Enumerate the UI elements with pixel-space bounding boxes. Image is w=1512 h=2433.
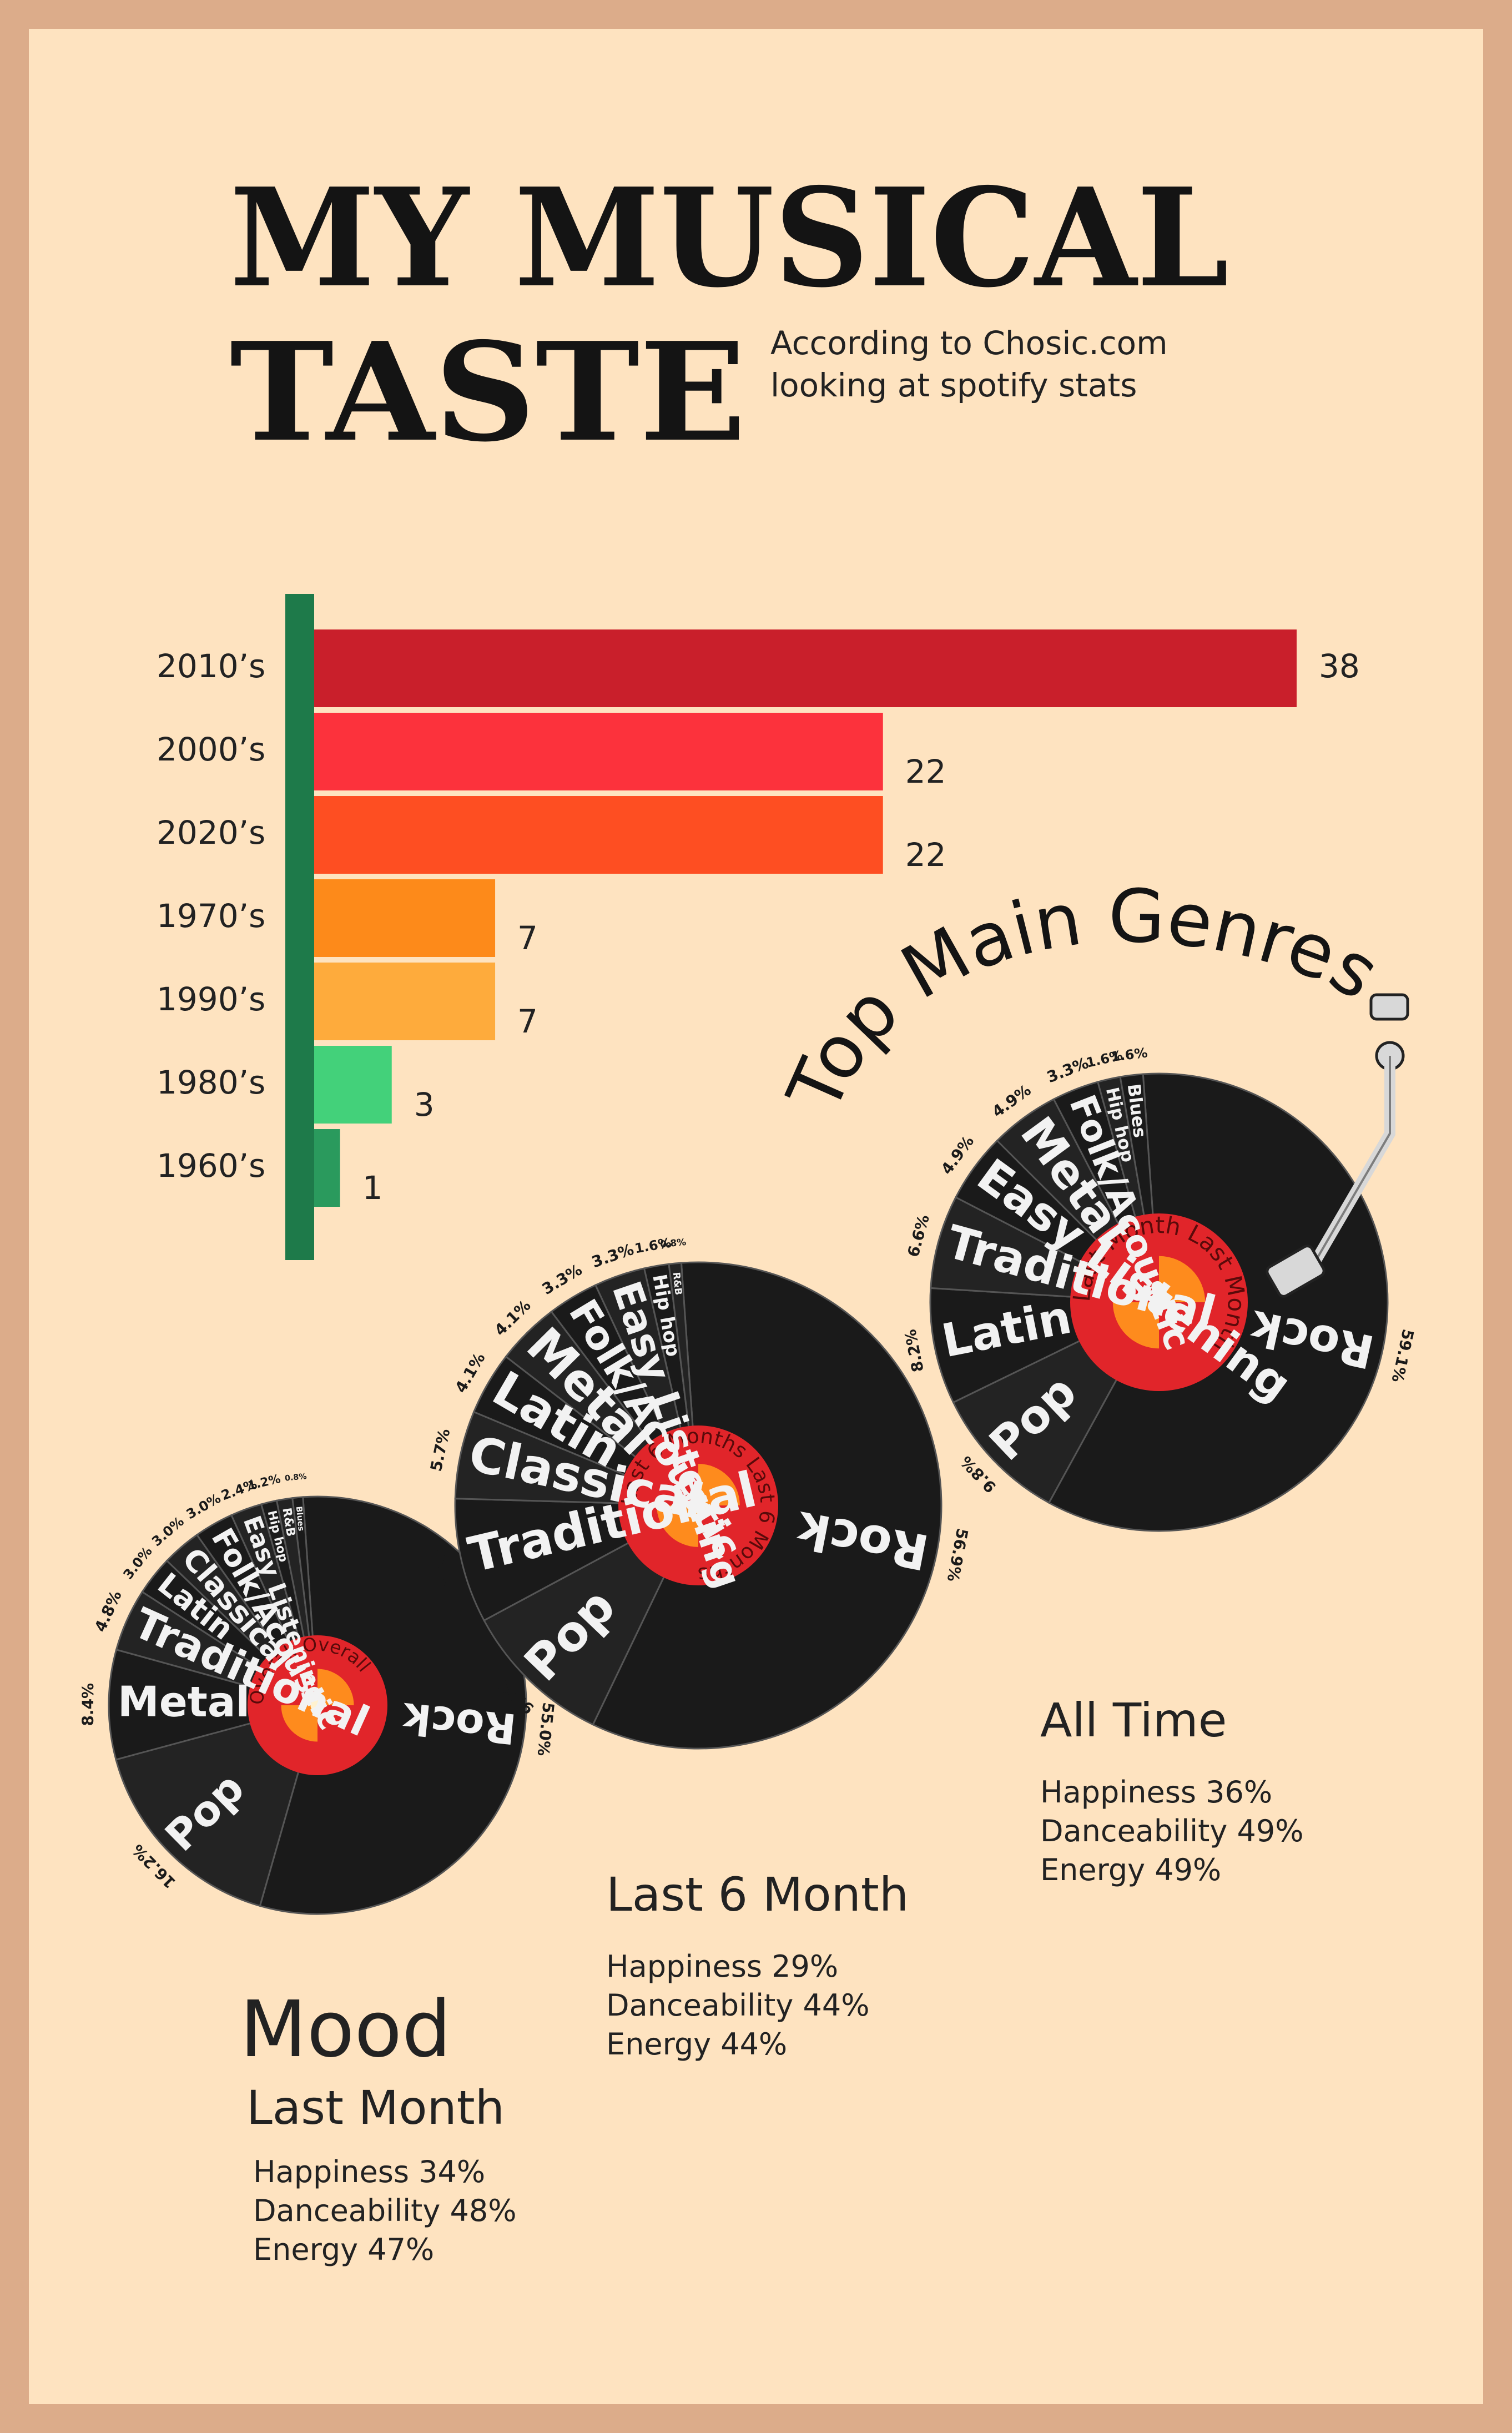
record-spindle <box>1150 1293 1168 1311</box>
bar-0 <box>314 629 1297 707</box>
mood-last-6-energy: Energy 44% <box>606 2027 788 2062</box>
pie-percent-label: 0.8% <box>659 1236 687 1250</box>
bar-category-label: 1970’s <box>157 897 265 935</box>
record-label-segment <box>657 1505 698 1547</box>
poster: MY MUSICAL TASTE According to Chosic.com… <box>29 29 1483 2404</box>
title-line-2: TASTE <box>230 313 746 472</box>
bar-6 <box>314 1129 340 1207</box>
mood-last-month-happiness: Happiness 34% <box>253 2154 486 2189</box>
mood-last-month-heading: Last Month <box>246 2081 505 2135</box>
mood-all-time: All Time Happiness 36% Danceability 49% … <box>1040 1690 1304 1890</box>
bar-category-label: 1980’s <box>157 1064 265 1101</box>
mood-last-6-happiness: Happiness 29% <box>606 1949 839 1984</box>
vinyl-chart-1: Last 6 Months Last 6 Months Rock 56.9%Pop9… <box>427 1235 972 1750</box>
subtitle-line-2: looking at spotify stats <box>770 366 1137 404</box>
subtitle: According to Chosic.com looking at spoti… <box>770 322 1270 406</box>
subtitle-line-1: According to Chosic.com <box>770 324 1168 362</box>
pie-percent-label: 3.3% <box>539 1261 586 1298</box>
pie-percent-label: 1.2% <box>246 1472 282 1493</box>
bar-value-label: 7 <box>517 919 538 957</box>
bar-category-label: 2020’s <box>157 814 265 852</box>
record-label-segment <box>1159 1256 1206 1302</box>
pie-slice-label: Rock <box>400 1693 518 1754</box>
record-label-segment <box>698 1464 740 1505</box>
pie-slice-label: R&B <box>671 1272 684 1296</box>
mood-all-time-happiness: Happiness 36% <box>1040 1775 1273 1810</box>
bar-5 <box>314 1046 392 1124</box>
pie-percent-label: 4.1% <box>451 1349 489 1396</box>
pie-percent-label: 59.1% <box>1388 1327 1418 1384</box>
bar-value-label: 22 <box>905 753 946 790</box>
mood-all-time-heading: All Time <box>1040 1693 1227 1747</box>
vinyl-chart-2: Last Month Last Month Rock 59.1%Pop9.8%Lat… <box>901 1045 1418 1532</box>
pie-percent-label: 3.0% <box>184 1490 224 1522</box>
pie-percent-label: 1.6% <box>1110 1045 1148 1065</box>
page-title: MY MUSICAL TASTE <box>230 158 1229 472</box>
mood-last-month-danceability: Danceability 48% <box>253 2193 517 2228</box>
bar-category-label: 1960’s <box>157 1147 265 1185</box>
bar-value-label: 3 <box>414 1086 435 1124</box>
bar-category-label: 2010’s <box>157 647 265 685</box>
bar-value-label: 38 <box>1319 647 1360 685</box>
pie-slice-label: Metal <box>118 1677 250 1726</box>
record-spindle <box>690 1497 707 1514</box>
bar-4 <box>314 963 496 1040</box>
record-spindle <box>310 1698 325 1712</box>
pie-slice <box>259 1495 527 1915</box>
mood-last-6-months: Last 6 Month Happiness 29% Danceability … <box>606 1864 909 2064</box>
bar-category-label: 2000’s <box>157 731 265 768</box>
pie-percent-label: 8.4% <box>79 1683 97 1726</box>
pie-percent-label: 5.7% <box>427 1427 454 1473</box>
pie-slice-label: Blues <box>294 1506 305 1532</box>
bar-value-label: 22 <box>905 836 946 874</box>
pie-percent-label: 55.0% <box>534 1701 558 1757</box>
pie-percent-label: 8.2% <box>901 1328 927 1374</box>
pie-percent-label: 3.3% <box>589 1240 636 1271</box>
pie-percent-label: 6.6% <box>904 1213 933 1260</box>
bar-category-label: 1990’s <box>157 980 265 1018</box>
pie-slice <box>115 1704 319 1907</box>
bar-value-label: 7 <box>517 1003 538 1040</box>
pie-percent-label: 3.0% <box>120 1544 155 1583</box>
record-label-segment <box>317 1669 354 1705</box>
pie-slice <box>108 1648 321 1761</box>
bar-value-label: 1 <box>362 1169 383 1207</box>
title-line-1: MY MUSICAL <box>230 158 1229 318</box>
pie-percent-label: 3.0% <box>149 1514 187 1550</box>
record-label-segment <box>1112 1302 1159 1349</box>
mood-all-time-energy: Energy 49% <box>1040 1852 1222 1887</box>
mood-all-time-danceability: Danceability 49% <box>1040 1814 1304 1848</box>
record-label-segment <box>281 1705 317 1742</box>
pie-percent-label: 56.9% <box>944 1527 972 1584</box>
mood-last-6-heading: Last 6 Month <box>606 1867 909 1922</box>
pie-percent-label: 3.3% <box>1044 1054 1091 1086</box>
mood-last-month-energy: Energy 47% <box>253 2232 435 2267</box>
bar-1 <box>314 713 883 790</box>
mood-last-6-danceability: Danceability 44% <box>606 1988 870 2023</box>
mood-last-month: Mood Last Month Happiness 34% Danceabili… <box>240 1983 517 2269</box>
bar-axis <box>285 594 314 1260</box>
pie-percent-label: 0.8% <box>284 1472 307 1483</box>
tonearm <box>1266 993 1409 1298</box>
bar-3 <box>314 879 496 957</box>
bar-2 <box>314 796 883 874</box>
decade-bar-chart: 2010’s 38 2000’s 22 2020’s 22 1970’s 7 1990’s 7 19… <box>157 594 1360 1260</box>
mood-title: Mood <box>240 1984 451 2075</box>
pie-percent-label: 4.8% <box>91 1588 125 1634</box>
